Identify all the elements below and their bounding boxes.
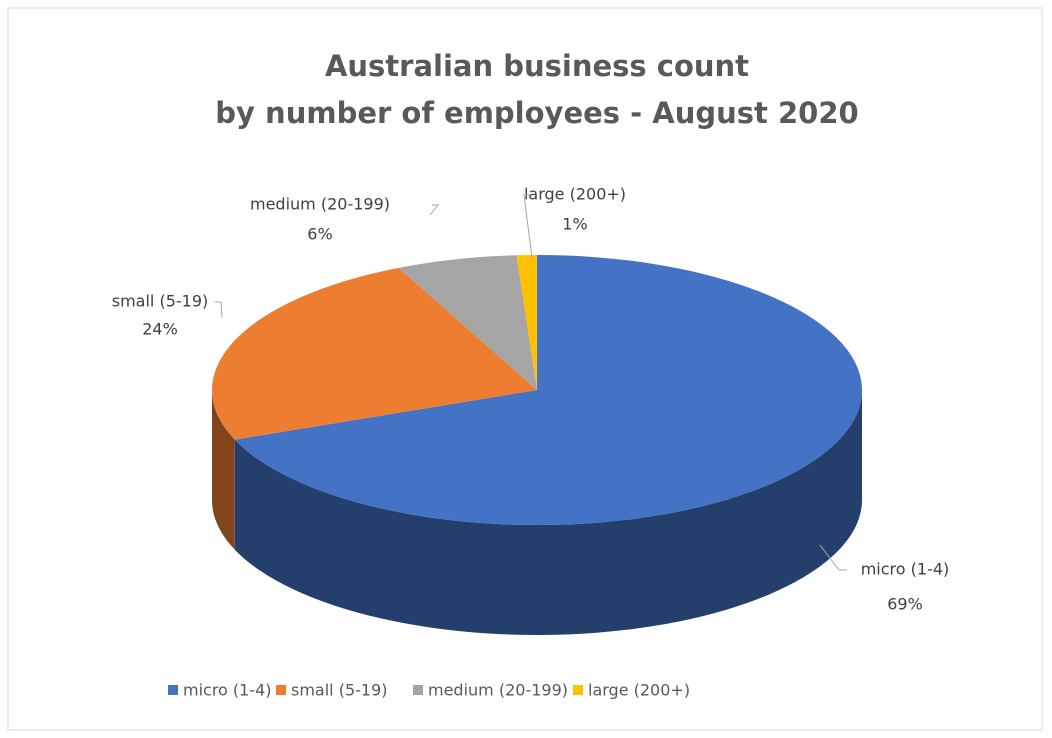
- legend-swatch: [168, 685, 178, 695]
- data-label-name: medium (20-199): [250, 195, 390, 214]
- data-label-value: 6%: [307, 225, 332, 244]
- legend-label: micro (1-4): [183, 681, 272, 700]
- data-label-value: 24%: [142, 320, 178, 339]
- legend-swatch: [573, 685, 583, 695]
- data-label-name: micro (1-4): [861, 560, 950, 579]
- chart-title: Australian business count: [325, 49, 749, 83]
- slice: [516, 255, 537, 390]
- slice: [398, 255, 537, 390]
- slice-side: [212, 390, 235, 550]
- data-label-name: small (5-19): [112, 292, 209, 311]
- leader-line: [819, 544, 847, 571]
- legend-label: medium (20-199): [428, 681, 568, 700]
- legend-label: small (5-19): [291, 681, 388, 700]
- legend-label: large (200+): [588, 681, 690, 700]
- slice: [212, 267, 538, 440]
- leader-line: [215, 301, 223, 319]
- data-label-value: 69%: [887, 595, 923, 614]
- data-label-value: 1%: [562, 215, 587, 234]
- slice: [234, 255, 863, 525]
- legend-swatch: [413, 685, 423, 695]
- leader-line: [429, 204, 440, 216]
- chart-title: by number of employees - August 2020: [215, 96, 858, 130]
- leader-line: [523, 194, 533, 259]
- legend-swatch: [276, 685, 286, 695]
- slice-side: [234, 390, 863, 636]
- data-label-name: large (200+): [524, 185, 626, 204]
